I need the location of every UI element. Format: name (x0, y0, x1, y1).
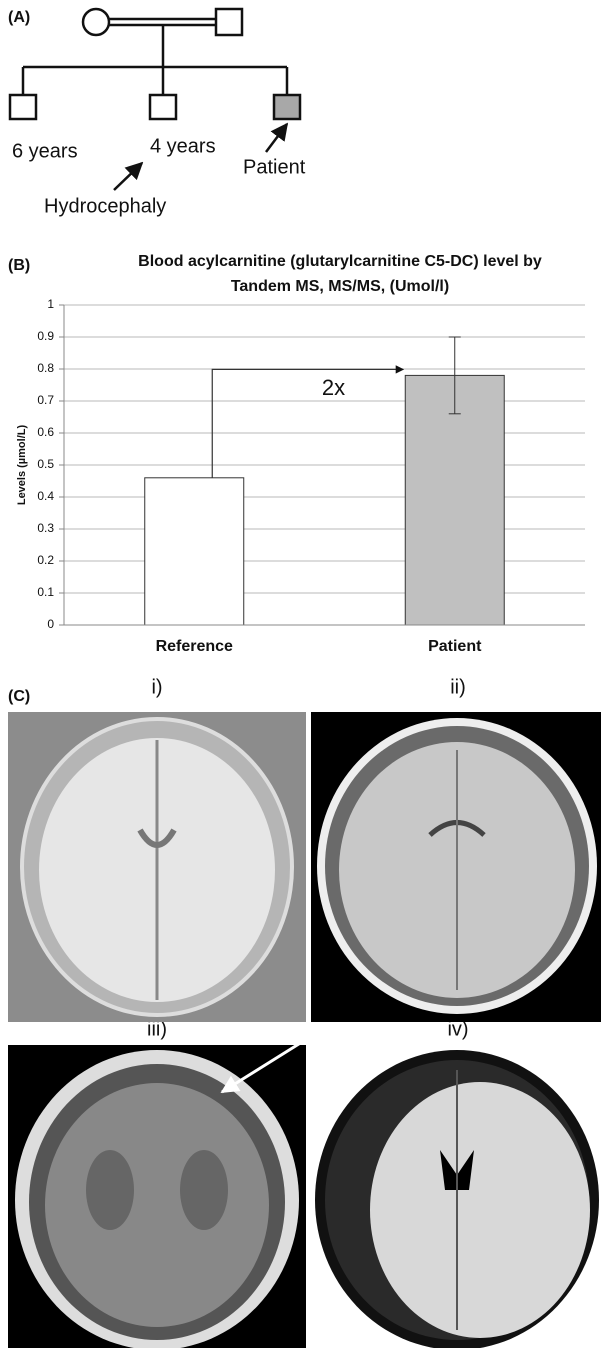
panel-label: (A) (8, 9, 30, 26)
age-label: 4 years (150, 135, 216, 157)
y-tick-label: 0.6 (37, 425, 54, 439)
y-tick-label: 0.9 (37, 329, 54, 343)
y-tick-label: 0.8 (37, 361, 54, 375)
y-tick-label: 1 (47, 297, 54, 311)
y-tick-label: 0.5 (37, 457, 54, 471)
image-label: i) (151, 676, 162, 698)
chart-title: Blood acylcarnitine (glutarylcarnitine C… (138, 253, 542, 270)
figure: (A) 6 years 4 years Patient Hydrocephaly… (0, 0, 601, 1348)
image-label: ii) (450, 676, 466, 698)
y-tick-label: 0 (47, 617, 54, 631)
y-tick-label: 0.1 (37, 585, 54, 599)
bar (145, 478, 244, 625)
y-tick-label: 0.7 (37, 393, 54, 407)
panel-label: (B) (8, 257, 30, 274)
mri-image (311, 1045, 601, 1348)
y-tick-label: 0.3 (37, 521, 54, 535)
panel-label: (C) (8, 688, 30, 705)
x-tick-label: Reference (156, 638, 233, 655)
y-tick-label: 0.2 (37, 553, 54, 567)
y-tick-label: 0.4 (37, 489, 54, 503)
annotation: 2x (322, 375, 345, 400)
age-label: 6 years (12, 140, 78, 162)
mri-image (8, 1032, 318, 1348)
x-tick-label: Patient (428, 638, 482, 655)
mri-image (311, 712, 601, 1022)
patient-label: Patient (243, 156, 306, 178)
plot: 0 0.1 0.2 0.3 0.4 0.5 0.6 0.7 0.8 0.9 1 Reference Pa… (37, 297, 585, 655)
chart-title: Tandem MS, MS/MS, (Umol/l) (231, 278, 449, 295)
comparison-arrow (212, 369, 403, 477)
mri-image (8, 712, 306, 1022)
note-label: Hydrocephaly (44, 195, 166, 217)
page: (A) 6 years 4 years Patient Hydrocephaly… (0, 0, 601, 1348)
y-axis-label: Levels (µmol/L) (16, 425, 28, 506)
